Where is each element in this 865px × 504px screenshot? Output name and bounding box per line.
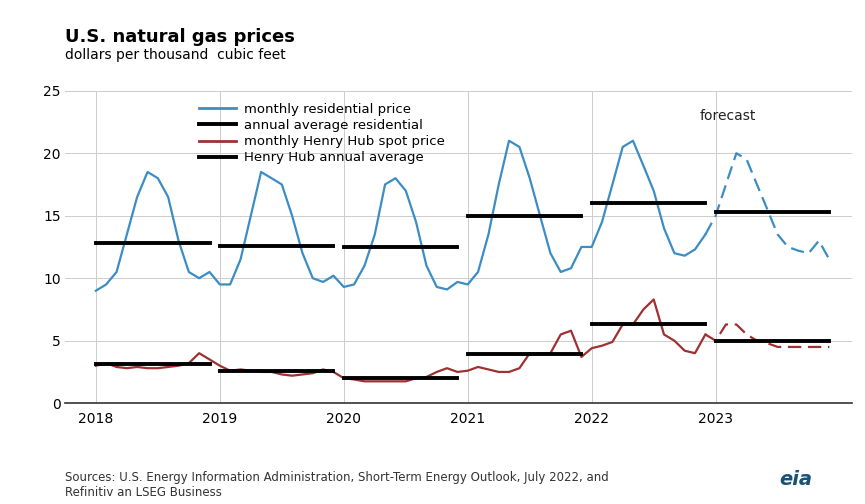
Text: dollars per thousand  cubic feet: dollars per thousand cubic feet [65, 48, 285, 62]
Legend: monthly residential price, annual average residential, monthly Henry Hub spot pr: monthly residential price, annual averag… [194, 97, 450, 170]
Text: eia: eia [779, 470, 812, 489]
Text: U.S. natural gas prices: U.S. natural gas prices [65, 28, 295, 46]
Text: Sources: U.S. Energy Information Administration, Short-Term Energy Outlook, July: Sources: U.S. Energy Information Adminis… [65, 471, 609, 499]
Text: forecast: forecast [700, 109, 756, 123]
